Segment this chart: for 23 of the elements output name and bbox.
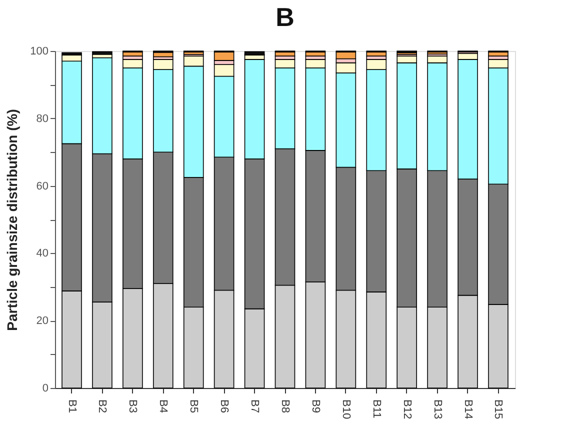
x-tick-label: B9 <box>309 400 322 413</box>
y-tick-label: 20 <box>36 315 48 328</box>
x-tick-label: B14 <box>462 400 474 420</box>
y-tick-label: 0 <box>42 382 48 394</box>
x-tick-label: B12 <box>400 400 413 420</box>
y-tick-label: 100 <box>30 46 48 58</box>
x-tick-label: B11 <box>370 400 382 418</box>
x-tick-label: B7 <box>248 400 261 413</box>
x-tick-label: B8 <box>279 400 291 413</box>
y-tick-label: 40 <box>36 248 48 260</box>
x-tick-label: B13 <box>431 400 444 420</box>
y-tick-label: 80 <box>36 112 48 125</box>
x-tick-label: B4 <box>157 400 170 413</box>
y-tick-label: 60 <box>36 180 48 192</box>
chart-title: B <box>276 2 294 32</box>
x-tick-label: B3 <box>126 400 139 413</box>
x-tick-label: B5 <box>188 400 200 413</box>
x-tick-label: B6 <box>218 400 230 413</box>
x-tick-label: B2 <box>96 400 108 413</box>
x-tick-label: B15 <box>492 400 504 420</box>
y-axis-title: Particle grainsize distribution (%) <box>4 109 20 331</box>
x-tick-label: B10 <box>340 400 352 420</box>
x-tick-label: B1 <box>66 400 78 413</box>
